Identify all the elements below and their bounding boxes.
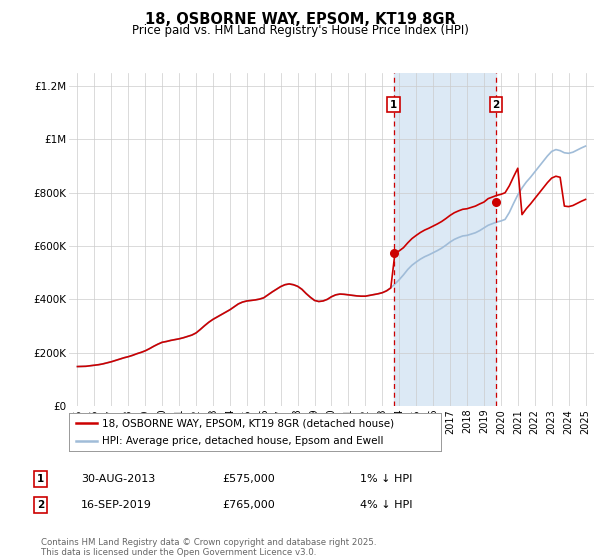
Text: 2: 2	[37, 500, 44, 510]
Text: 30-AUG-2013: 30-AUG-2013	[81, 474, 155, 484]
Text: Price paid vs. HM Land Registry's House Price Index (HPI): Price paid vs. HM Land Registry's House …	[131, 24, 469, 36]
Text: £765,000: £765,000	[222, 500, 275, 510]
Text: 1: 1	[37, 474, 44, 484]
Text: 16-SEP-2019: 16-SEP-2019	[81, 500, 152, 510]
Bar	[394, 73, 496, 406]
Text: Contains HM Land Registry data © Crown copyright and database right 2025.
This d: Contains HM Land Registry data © Crown c…	[41, 538, 376, 557]
Text: 18, OSBORNE WAY, EPSOM, KT19 8GR (detached house): 18, OSBORNE WAY, EPSOM, KT19 8GR (detach…	[103, 418, 395, 428]
Text: £575,000: £575,000	[222, 474, 275, 484]
Text: 1: 1	[390, 100, 397, 110]
Text: HPI: Average price, detached house, Epsom and Ewell: HPI: Average price, detached house, Epso…	[103, 436, 384, 446]
Text: 1% ↓ HPI: 1% ↓ HPI	[360, 474, 412, 484]
Text: 2: 2	[492, 100, 500, 110]
Text: 18, OSBORNE WAY, EPSOM, KT19 8GR: 18, OSBORNE WAY, EPSOM, KT19 8GR	[145, 12, 455, 27]
Text: 4% ↓ HPI: 4% ↓ HPI	[360, 500, 413, 510]
